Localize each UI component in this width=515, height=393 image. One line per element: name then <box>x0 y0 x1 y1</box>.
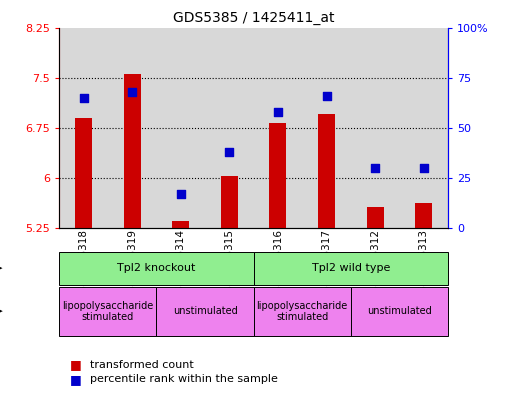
Bar <box>367 207 384 228</box>
Bar <box>59 287 157 336</box>
Bar <box>302 28 351 228</box>
Bar <box>253 287 351 336</box>
Bar <box>59 252 253 285</box>
Bar <box>108 28 157 228</box>
Text: unstimulated: unstimulated <box>173 307 237 316</box>
Point <box>371 165 379 171</box>
Point <box>79 95 88 101</box>
Point <box>420 165 428 171</box>
Bar <box>124 74 141 228</box>
Bar <box>318 114 335 228</box>
Point <box>225 149 233 155</box>
Bar <box>351 28 400 228</box>
Bar <box>253 252 448 285</box>
Text: Tpl2 wild type: Tpl2 wild type <box>312 263 390 273</box>
Bar <box>59 28 108 228</box>
Bar <box>221 176 238 228</box>
Bar <box>172 221 189 228</box>
Bar <box>351 287 448 336</box>
Bar <box>75 118 92 228</box>
Text: ■: ■ <box>70 373 81 386</box>
Bar <box>269 123 286 228</box>
Bar <box>205 28 253 228</box>
Point <box>274 108 282 115</box>
Title: GDS5385 / 1425411_at: GDS5385 / 1425411_at <box>173 11 334 25</box>
Text: protocol  ▶: protocol ▶ <box>0 307 3 316</box>
Text: Tpl2 knockout: Tpl2 knockout <box>117 263 196 273</box>
Text: lipopolysaccharide
stimulated: lipopolysaccharide stimulated <box>256 301 348 322</box>
Text: transformed count: transformed count <box>90 360 194 370</box>
Bar <box>253 28 302 228</box>
Text: genotype/variation  ▶: genotype/variation ▶ <box>0 263 3 273</box>
Bar <box>415 203 432 228</box>
Text: unstimulated: unstimulated <box>367 307 432 316</box>
Bar <box>157 287 253 336</box>
Point <box>177 191 185 197</box>
Text: lipopolysaccharide
stimulated: lipopolysaccharide stimulated <box>62 301 153 322</box>
Bar <box>157 28 205 228</box>
Text: percentile rank within the sample: percentile rank within the sample <box>90 374 278 384</box>
Point <box>322 92 331 99</box>
Point <box>128 88 136 95</box>
Text: ■: ■ <box>70 358 81 371</box>
Bar <box>400 28 448 228</box>
